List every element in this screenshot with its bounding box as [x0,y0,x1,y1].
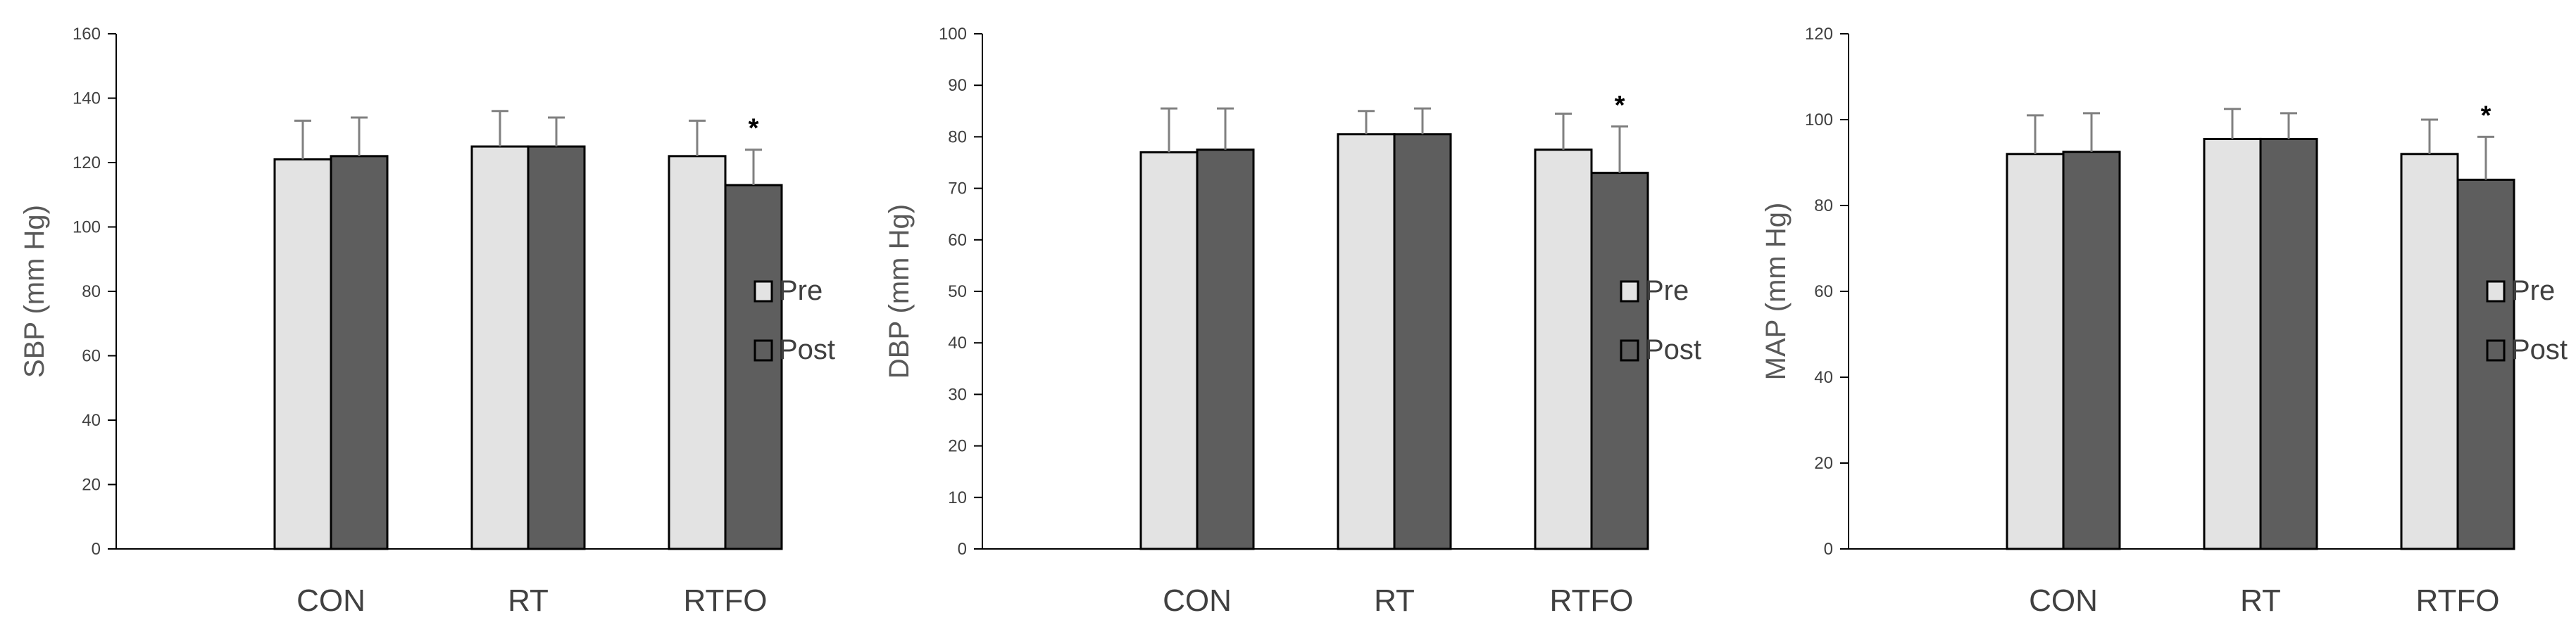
y-tick-label: 20 [82,476,101,495]
significance-marker: * [749,114,759,144]
y-tick-label: 80 [82,282,101,301]
y-tick-label: 40 [1814,368,1833,387]
bar-pre-rtfo [1534,148,1593,550]
bar-post-con [330,155,389,550]
bar-post-con [2062,151,2121,550]
y-tick-label: 60 [948,231,967,250]
bar-pre-rt [470,145,530,550]
y-tick-label: 20 [948,437,967,456]
y-tick-label: 120 [73,153,101,172]
category-label: RT [1374,583,1415,618]
category-label: RTFO [1550,583,1634,618]
y-tick-label: 0 [1824,540,1833,559]
y-tick-label: 60 [1814,282,1833,301]
bar-pre-con [1139,151,1199,550]
y-axis-title: SBP (mm Hg) [19,205,50,378]
legend-swatch-post [1620,339,1639,362]
legend-swatch-pre [2486,280,2506,303]
category-label: RT [2240,583,2281,618]
y-tick-label: 0 [92,540,101,559]
bar-pre-rtfo [2400,153,2459,550]
category-label: RTFO [2416,583,2500,618]
y-tick-label: 90 [948,76,967,95]
bar-post-rtfo [724,184,783,550]
legend-swatch-post [2486,339,2506,362]
y-tick-label: 140 [73,89,101,108]
bar-pre-rtfo [668,155,727,550]
significance-marker: * [2481,101,2491,130]
chart-panel-3: 0 20 40 60 80 100 120 MAP (mm Hg) CON RT RTFO * Pre P… [1761,25,2568,618]
chart-panel-1: 0 20 40 60 80 100 120 140 160 SBP (mm Hg) CON RT RTF… [19,25,835,618]
y-tick-label: 40 [82,411,101,430]
legend-label-pre: Pre [2511,275,2555,306]
category-label: CON [2029,583,2098,618]
bar-post-rtfo [1590,172,1649,550]
y-tick-label: 40 [948,334,967,353]
bar-post-rt [2259,137,2318,550]
bar-pre-rt [2203,137,2262,550]
bar-pre-con [273,158,332,550]
legend-swatch-pre [754,280,773,303]
y-tick-label: 120 [1805,25,1833,44]
y-tick-label: 70 [948,179,967,198]
bar-post-con [1196,148,1255,550]
y-axis-title: DBP (mm Hg) [884,204,915,379]
legend-label-pre: Pre [779,275,823,306]
chart-panel-2: 0 10 20 30 40 50 60 70 80 90 100 DBP (mm Hg) CON RT RT… [884,25,1701,618]
bar-post-rt [527,145,586,550]
legend-swatch-pre [1620,280,1639,303]
bar-post-rt [1393,133,1452,550]
y-tick-label: 160 [73,25,101,44]
bar-post-rtfo [2456,178,2515,550]
category-label: RTFO [684,583,768,618]
y-tick-label: 80 [948,127,967,146]
y-tick-label: 100 [73,218,101,237]
bar-pre-rt [1337,133,1396,550]
y-tick-label: 80 [1814,196,1833,215]
legend-label-post: Post [779,334,835,365]
category-label: RT [508,583,549,618]
y-tick-label: 100 [1805,110,1833,129]
significance-marker: * [1615,91,1625,120]
legend-label-post: Post [1645,334,1701,365]
y-tick-label: 50 [948,282,967,301]
category-label: CON [1163,583,1232,618]
y-tick-label: 0 [958,540,967,559]
bar-pre-con [2006,153,2065,550]
legend-swatch-post [754,339,773,362]
legend-label-pre: Pre [1645,275,1689,306]
y-tick-label: 30 [948,385,967,404]
legend-label-post: Post [2511,334,2568,365]
category-label: CON [296,583,365,618]
y-tick-label: 100 [939,25,967,44]
y-tick-label: 60 [82,347,101,366]
y-axis-title: MAP (mm Hg) [1761,203,1792,381]
y-tick-label: 20 [1814,454,1833,473]
y-tick-label: 10 [948,488,967,507]
